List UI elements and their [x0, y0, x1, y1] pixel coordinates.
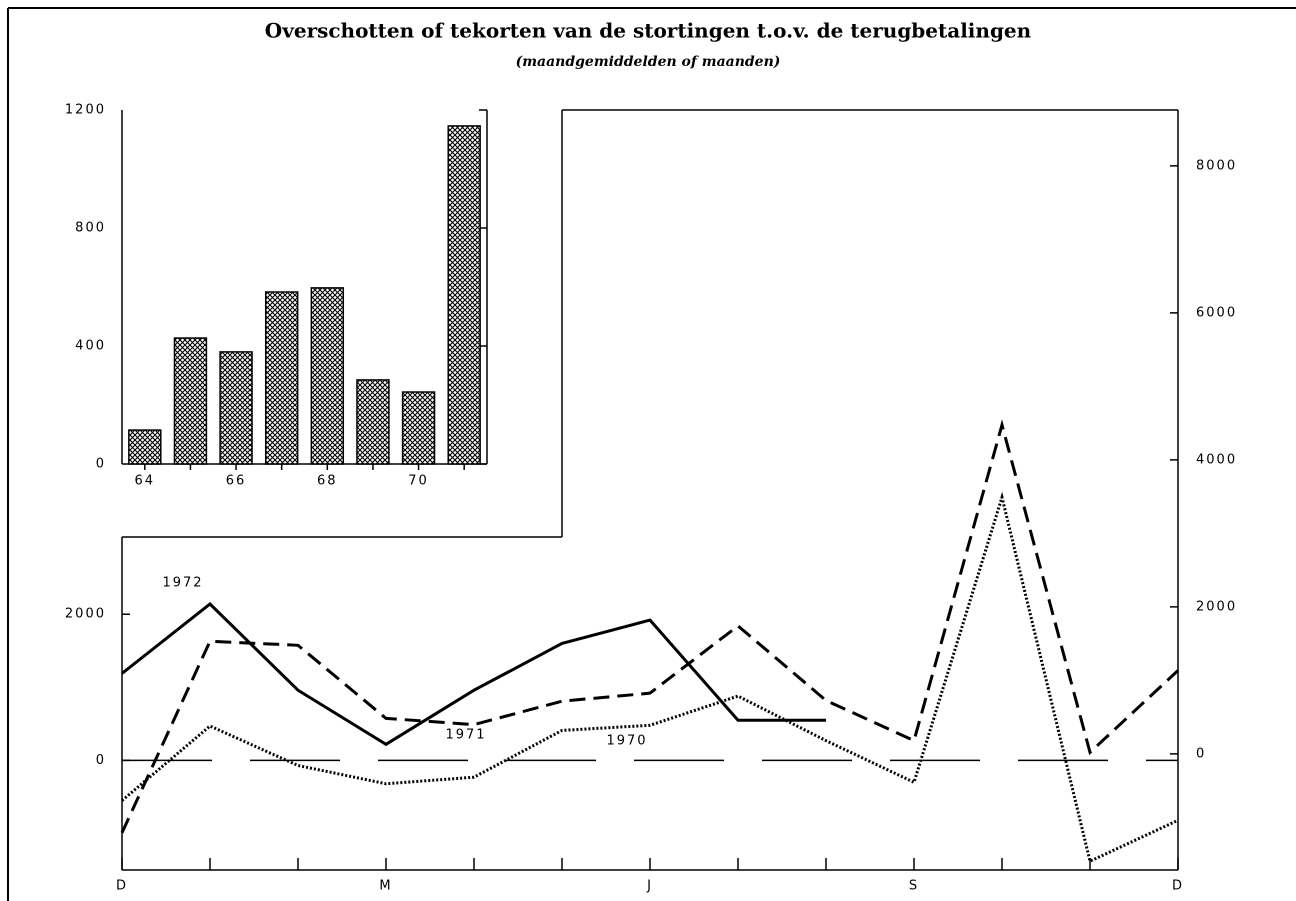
series-label: 1971 [445, 728, 486, 743]
x-tick-label: D [1172, 879, 1184, 894]
series-label: 1972 [162, 576, 203, 591]
series-line [121, 602, 826, 747]
y2-tick-label: 2000 [1196, 599, 1237, 614]
bar [173, 337, 208, 465]
inset-x-tick-label: 70 [408, 474, 429, 489]
bar [356, 379, 390, 465]
x-tick-label: M [379, 879, 392, 894]
y2-tick-label: 0 [1196, 746, 1206, 761]
x-tick-label: J [646, 879, 653, 894]
y-tick-label: 0 [96, 753, 106, 768]
y2-tick-label: 6000 [1196, 305, 1237, 320]
inset-y-tick-label: 800 [75, 221, 106, 236]
inset-y-tick-label: 1200 [65, 103, 106, 118]
inset-y-tick-label: 0 [96, 457, 106, 472]
bar [401, 391, 436, 465]
y2-tick-label: 8000 [1196, 158, 1237, 173]
series-line [121, 491, 1179, 864]
bar [128, 429, 162, 465]
bar [219, 351, 253, 465]
inset-y-tick-label: 400 [75, 339, 106, 354]
chart-title: Overschotten of tekorten van de storting… [265, 19, 1032, 43]
bar [310, 287, 345, 465]
chart-subtitle: (maandgemiddelden of maanden) [516, 54, 781, 70]
inset-x-tick-label: 64 [135, 474, 156, 489]
series-label: 1970 [606, 734, 647, 749]
x-tick-label: S [909, 879, 919, 894]
y-tick-label: 2000 [65, 607, 106, 622]
x-tick-label: D [116, 879, 128, 894]
series-line [120, 419, 1180, 834]
y2-tick-label: 4000 [1196, 452, 1237, 467]
inset-x-tick-label: 68 [317, 474, 338, 489]
inset-x-tick-label: 66 [226, 474, 247, 489]
bar [264, 291, 299, 465]
bar [447, 125, 481, 465]
